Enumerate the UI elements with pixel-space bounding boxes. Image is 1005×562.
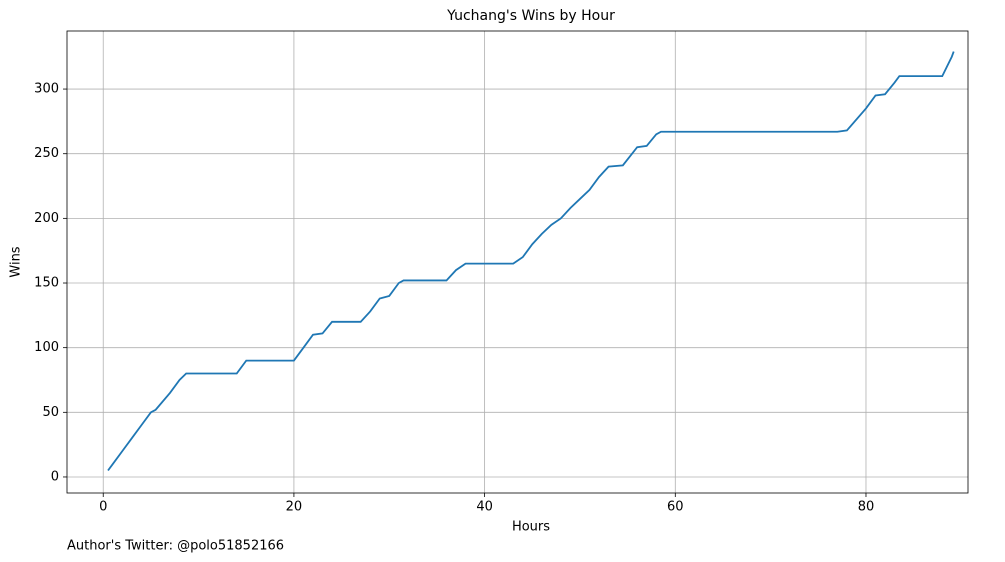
chart-title: Yuchang's Wins by Hour bbox=[446, 8, 615, 24]
x-tick-label: 60 bbox=[667, 500, 684, 515]
y-axis-label: Wins bbox=[9, 246, 24, 277]
x-axis-label: Hours bbox=[512, 520, 550, 535]
y-tick-label: 200 bbox=[34, 211, 59, 226]
y-tick-label: 50 bbox=[42, 405, 59, 420]
y-tick-label: 100 bbox=[34, 340, 59, 355]
annotation: Author's Twitter: @polo51852166 bbox=[67, 539, 284, 554]
x-tick-label: 40 bbox=[476, 500, 493, 515]
x-tick-label: 80 bbox=[858, 500, 875, 515]
y-tick-label: 0 bbox=[51, 469, 59, 484]
line bbox=[107, 51, 955, 472]
y-tick-label: 250 bbox=[34, 146, 59, 161]
x-tick-label: 0 bbox=[99, 500, 107, 515]
y-tick-label: 300 bbox=[34, 82, 59, 97]
x-tick-label: 20 bbox=[286, 500, 303, 515]
plot-frame bbox=[66, 30, 969, 494]
y-tick-label: 150 bbox=[34, 276, 59, 291]
